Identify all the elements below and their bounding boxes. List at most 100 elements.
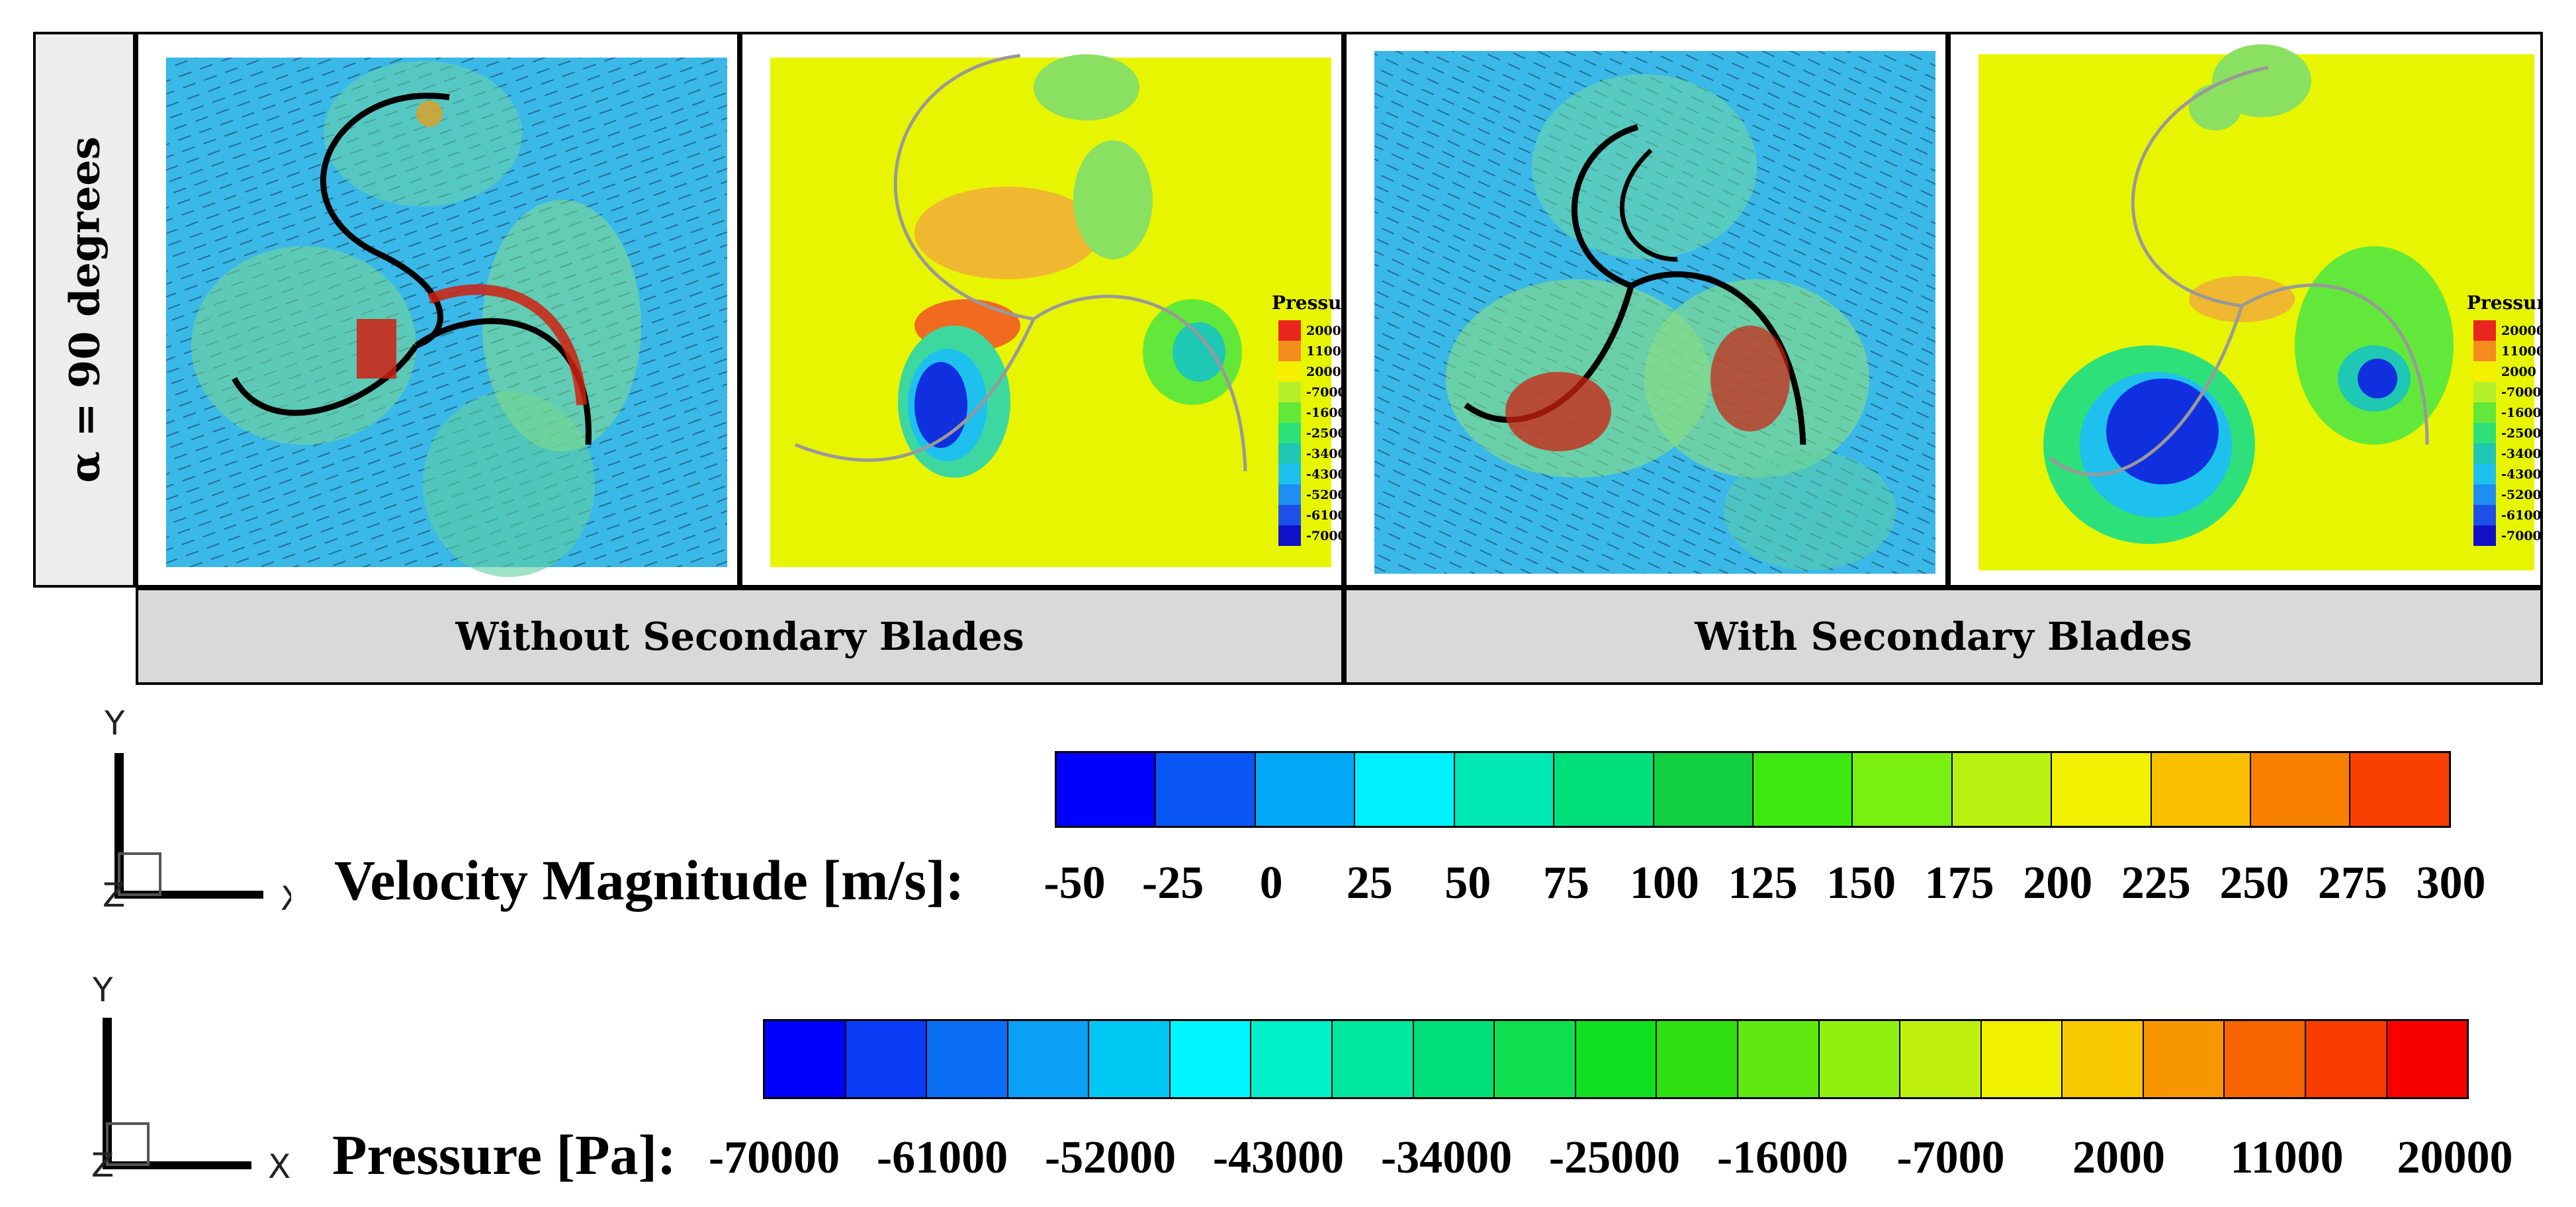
inset-legend-swatch [1278,505,1301,525]
inset-legend-swatch [2473,525,2496,546]
pressure-colorbar [763,1019,2469,1099]
colorbar-swatch [2225,1021,2306,1097]
tick-label: -25000 [1548,1132,1681,1183]
inset-legend-label: -16000 [2501,406,2540,420]
colorbar-swatch [2143,1021,2225,1097]
tick-label: 200 [2023,858,2093,909]
inset-legend-swatch [1278,484,1301,505]
inset-legend-title: Pressure [1272,292,1341,314]
panel-velocity-without [136,32,740,588]
tick-label: -70000 [708,1132,840,1183]
inset-legend-label: -61000 [2501,508,2540,523]
inset-legend-label: -52000 [1306,488,1341,502]
colorbar-swatch [2052,753,2152,826]
colorbar-swatch [1355,753,1455,826]
pressure-tick-labels: -70000 -61000 -52000 -43000 -34000 -25000 -160… [709,1128,2513,1188]
inset-legend-label: 11000 [2501,344,2540,359]
colorbar-swatch [2387,1021,2467,1097]
colorbar-swatch [1156,753,1256,826]
colorbar-swatch [1952,753,2053,826]
tick-label: 225 [2121,858,2191,909]
inset-legend-label: -34000 [1306,447,1341,461]
axis-triad-velocity: Y Z X [103,708,291,918]
inset-legend-swatch [1278,423,1301,443]
inset-legend-swatch [2473,443,2496,464]
z-axis-label: Z [103,876,125,915]
inset-legend-swatch [1278,320,1301,341]
colorbar-swatch [1255,753,1356,826]
colorbar-swatch [1089,1021,1171,1097]
tick-label: -50 [1044,858,1106,909]
tick-label: -7000 [1896,1132,2005,1183]
colorbar-swatch [1170,1021,1252,1097]
inset-legend-label: -7000 [1306,385,1341,400]
inset-legend-swatch [1278,341,1301,361]
inset-legend-swatch [2473,320,2496,341]
inset-legend-label: -70000 [1306,529,1341,543]
tick-label: 25 [1346,858,1393,909]
inset-legend-label: -70000 [2501,529,2540,543]
velocity-colorbar [1055,751,2451,828]
colorbar-swatch [1251,1021,1333,1097]
tick-label: -16000 [1716,1132,1849,1183]
tick-label: 125 [1728,858,1798,909]
colorbar-swatch [1900,1021,1982,1097]
inset-legend-swatch [2473,341,2496,361]
inset-legend-swatch [1278,361,1301,382]
colorbar-swatch [1753,753,1853,826]
colorbar-swatch [1654,753,1754,826]
tick-label: 100 [1629,858,1699,909]
pressure-field-without: Pressure 20000 11000 2000 -7000 -16000 -25000… [770,54,1363,567]
tick-label: 300 [2416,858,2486,909]
colorbar-swatch [1576,1021,1658,1097]
colorbar-swatch [846,1021,928,1097]
tick-label: 275 [2317,858,2387,909]
inset-legend-label: 2000 [1306,365,1341,379]
inset-legend-title: Pressure [2467,292,2540,314]
inset-legend-without: Pressure 20000 11000 2000 -7000 -16000 -25000… [1272,292,1363,546]
panel-pressure-without: Pressure 20000 11000 2000 -7000 -16000 -25000… [740,32,1363,588]
velocity-legend-title: Velocity Magnitude [m/s]: [334,848,965,912]
colorbar-swatch [1981,1021,2063,1097]
colorbar-swatch [1057,753,1157,826]
colorbar-swatch [927,1021,1008,1097]
colorbar-swatch [1333,1021,1414,1097]
tick-label: -52000 [1044,1132,1177,1183]
inset-legend-label: -16000 [1306,406,1341,420]
colorbar-swatch [1738,1021,1820,1097]
colorbar-swatch [1819,1021,1901,1097]
inset-legend-label: -34000 [2501,447,2540,461]
panel-velocity-with [1344,32,1948,588]
row-label-cell: α = 90 degrees [33,32,136,588]
inset-legend-label: -61000 [1306,508,1341,523]
tick-label: 50 [1444,858,1491,909]
inset-legend-label: -25000 [2501,426,2540,441]
tick-label: 2000 [2072,1132,2165,1183]
inset-legend-with: Pressure 20000 11000 2000 -7000 -16000 -25000… [2467,292,2558,546]
colorbar-swatch [2305,1021,2387,1097]
inset-legend-label: 11000 [1306,344,1341,359]
inset-legend-swatch [2473,484,2496,505]
z-axis-label: Z [91,1146,114,1185]
inset-legend-swatch [1278,525,1301,546]
colorbar-swatch [765,1021,846,1097]
pressure-legend-title: Pressure [Pa]: [332,1123,676,1186]
tick-label: 175 [1924,858,1994,909]
tick-label: 150 [1826,858,1896,909]
inset-legend-swatch [2473,423,2496,443]
colorbar-swatch [1008,1021,1090,1097]
inset-legend-label: -43000 [1306,467,1341,482]
colorbar-swatch [2151,753,2252,826]
velocity-field-with [1374,51,1935,574]
tick-label: 20000 [2397,1132,2513,1183]
inset-legend-label: 20000 [1306,324,1341,338]
y-axis-label: Y [104,708,125,742]
inset-legend-swatch [2473,505,2496,525]
colorbar-swatch [2251,753,2351,826]
tick-label: 75 [1542,858,1589,909]
tick-label: -34000 [1380,1132,1513,1183]
colorbar-swatch [1554,753,1654,826]
caption-without-secondary-blades: Without Secondary Blades [136,588,1344,685]
tick-label: 250 [2219,858,2289,909]
colorbar-swatch [1454,753,1555,826]
